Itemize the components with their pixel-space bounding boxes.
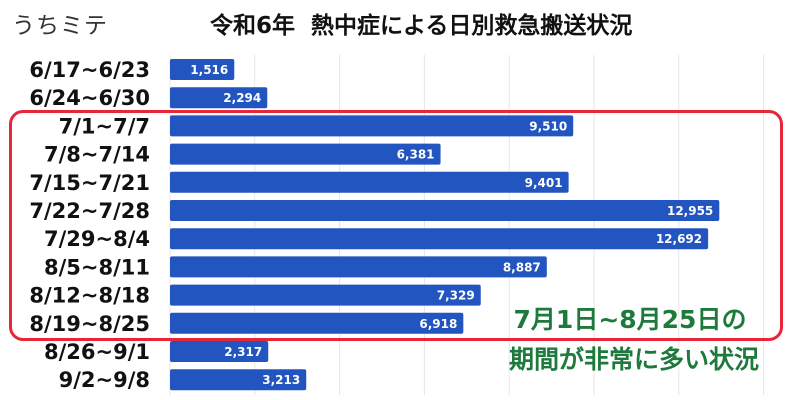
value-label: 7,329 bbox=[437, 289, 475, 303]
bar bbox=[170, 171, 569, 193]
value-label: 9,510 bbox=[529, 119, 567, 133]
bar bbox=[170, 115, 574, 137]
category-labels: 6/17~6/23 6/24~6/30 7/1~7/7 7/8~7/14 7/15~7/… bbox=[29, 58, 150, 392]
annotation: 7月1日~8月25日の 期間が非常に多い状況 bbox=[470, 300, 790, 380]
category-label: 7/15~7/21 bbox=[29, 171, 150, 195]
annotation-line-2: 期間が非常に多い状況 bbox=[508, 345, 759, 374]
bar bbox=[170, 143, 441, 165]
value-label: 9,401 bbox=[525, 176, 563, 190]
category-label: 6/17~6/23 bbox=[29, 58, 150, 82]
bar bbox=[170, 341, 269, 362]
category-label: 8/19~8/25 bbox=[29, 312, 150, 336]
bar bbox=[170, 87, 268, 109]
bar bbox=[170, 284, 481, 306]
category-label: 8/12~8/18 bbox=[29, 284, 150, 308]
category-label: 6/24~6/30 bbox=[29, 86, 150, 110]
chart-title: 令和6年 熱中症による日別救急搬送状況 bbox=[210, 13, 633, 39]
category-label: 8/5~8/11 bbox=[44, 255, 150, 279]
brand-logo: うちミテ bbox=[12, 13, 108, 39]
value-label: 3,213 bbox=[262, 373, 300, 387]
bar bbox=[170, 228, 709, 250]
value-label: 12,692 bbox=[656, 232, 702, 246]
category-label: 7/1~7/7 bbox=[59, 114, 150, 138]
value-label: 8,887 bbox=[503, 260, 541, 274]
highlight-box bbox=[9, 110, 783, 341]
value-label: 12,955 bbox=[667, 204, 713, 218]
category-label: 7/29~8/4 bbox=[44, 227, 150, 251]
bar bbox=[170, 256, 547, 278]
category-label: 7/8~7/14 bbox=[44, 143, 150, 167]
value-label: 6,381 bbox=[397, 148, 435, 162]
bar bbox=[170, 200, 720, 221]
bars: 1,516 2,294 9,510 6,381 9,401 12,955 12,692 8,8… bbox=[170, 59, 720, 391]
value-label: 1,516 bbox=[190, 63, 228, 77]
category-label: 8/26~9/1 bbox=[44, 340, 150, 364]
value-label: 2,317 bbox=[224, 345, 262, 359]
value-label: 2,294 bbox=[223, 91, 261, 105]
category-label: 9/2~9/8 bbox=[59, 368, 150, 392]
annotation-line-1: 7月1日~8月25日の bbox=[513, 305, 747, 334]
bar bbox=[170, 369, 307, 391]
value-label: 6,918 bbox=[419, 317, 457, 331]
bar bbox=[170, 59, 235, 80]
bar bbox=[170, 312, 464, 334]
category-label: 7/22~7/28 bbox=[29, 199, 150, 223]
